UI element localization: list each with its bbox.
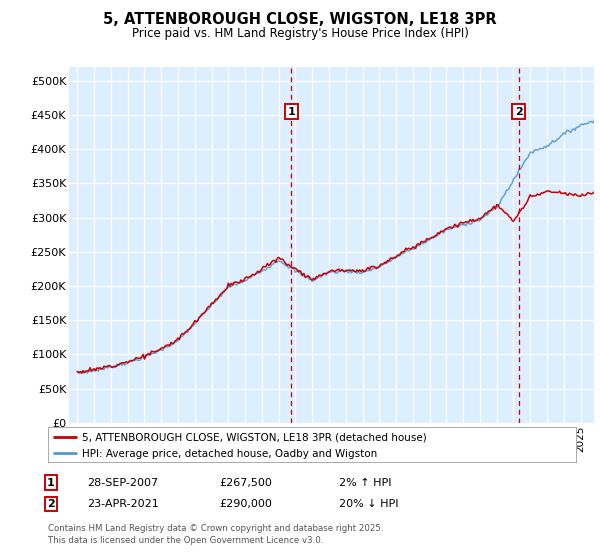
Text: 2% ↑ HPI: 2% ↑ HPI [339,478,391,488]
Text: 20% ↓ HPI: 20% ↓ HPI [339,499,398,509]
Text: 2: 2 [515,106,523,116]
Text: Contains HM Land Registry data © Crown copyright and database right 2025.
This d: Contains HM Land Registry data © Crown c… [48,524,383,545]
Text: HPI: Average price, detached house, Oadby and Wigston: HPI: Average price, detached house, Oadb… [82,449,377,459]
Text: 5, ATTENBOROUGH CLOSE, WIGSTON, LE18 3PR: 5, ATTENBOROUGH CLOSE, WIGSTON, LE18 3PR [103,12,497,27]
Text: 28-SEP-2007: 28-SEP-2007 [87,478,158,488]
Text: £267,500: £267,500 [219,478,272,488]
Text: 1: 1 [47,478,55,488]
Text: Price paid vs. HM Land Registry's House Price Index (HPI): Price paid vs. HM Land Registry's House … [131,27,469,40]
Text: 23-APR-2021: 23-APR-2021 [87,499,159,509]
Text: 5, ATTENBOROUGH CLOSE, WIGSTON, LE18 3PR (detached house): 5, ATTENBOROUGH CLOSE, WIGSTON, LE18 3PR… [82,432,427,442]
Text: £290,000: £290,000 [219,499,272,509]
Text: 2: 2 [47,499,55,509]
Text: 1: 1 [287,106,295,116]
